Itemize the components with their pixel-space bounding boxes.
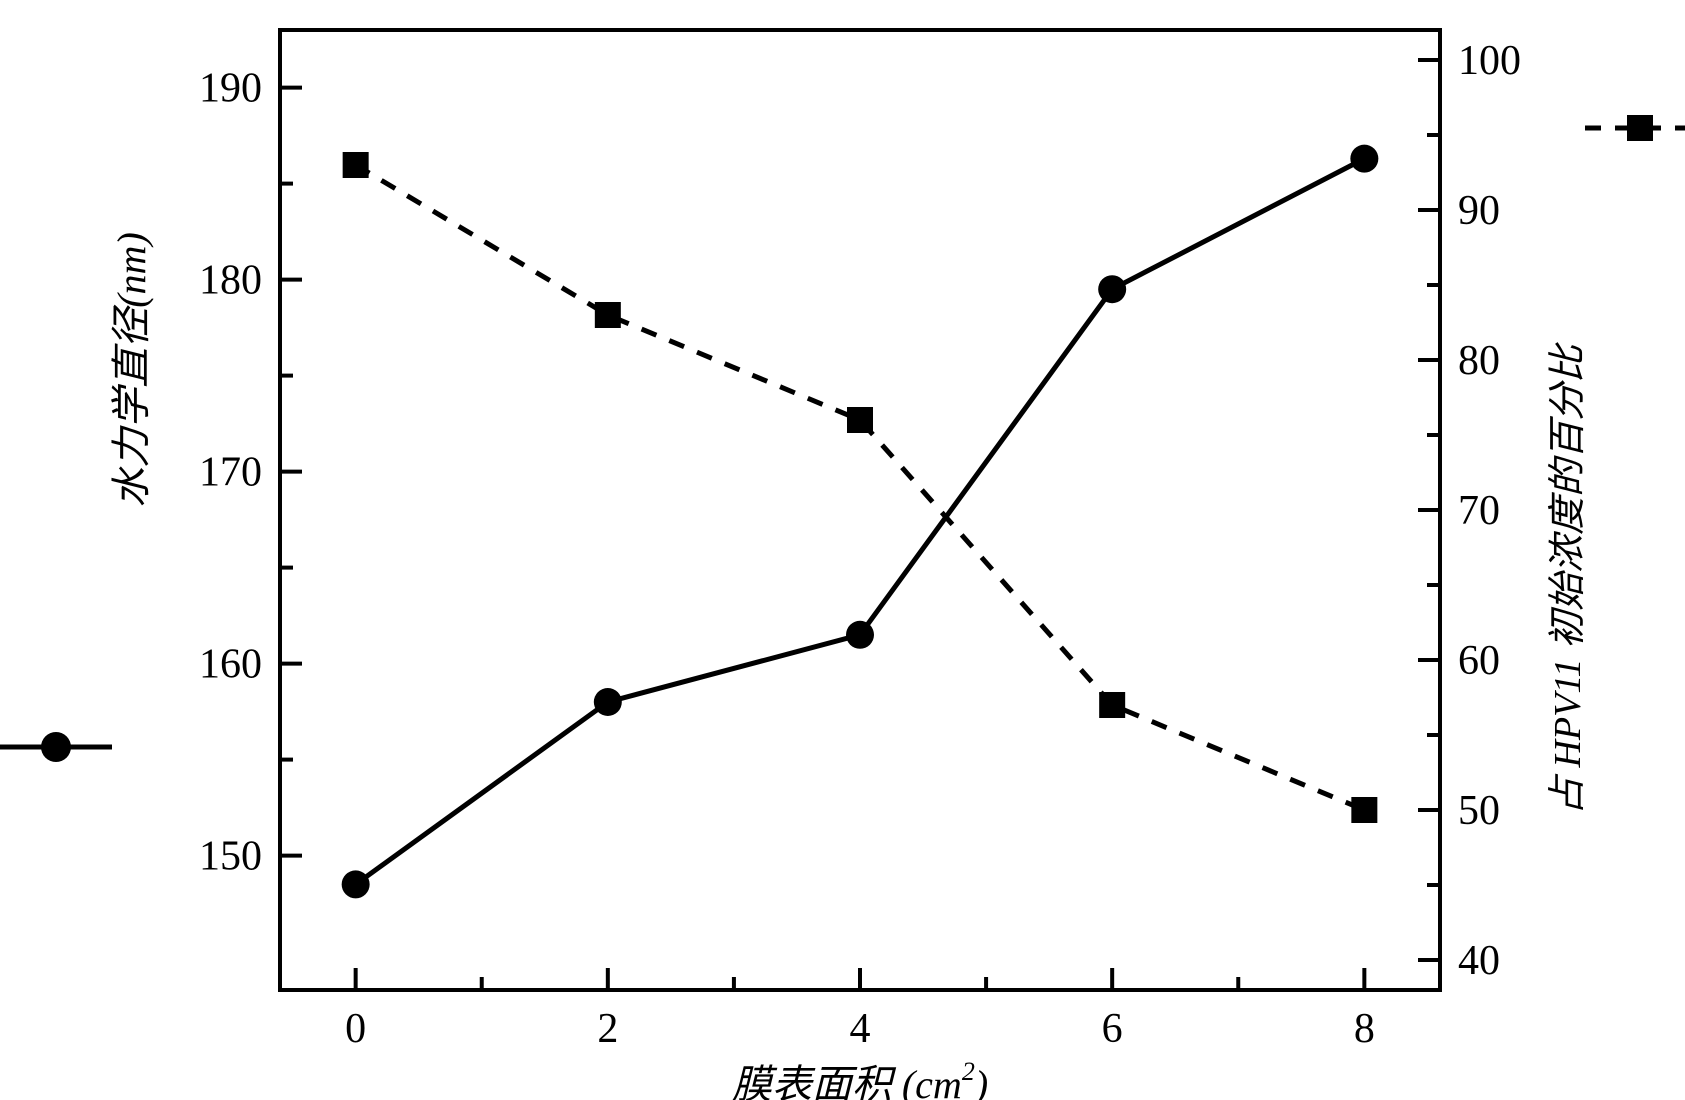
series-line-hydrodynamic-diameter <box>356 159 1365 885</box>
series-line-percent-of-initial-HPV11 <box>356 165 1365 810</box>
yright-tick-label: 70 <box>1458 488 1500 534</box>
series-marker-hydrodynamic-diameter <box>342 870 370 898</box>
yright-tick-label: 50 <box>1458 788 1500 834</box>
x-tick-label: 8 <box>1354 1006 1375 1052</box>
yleft-axis-label: 水力学直径(nm) <box>109 232 154 508</box>
x-axis-label: 膜表面积 (cm2) <box>732 1057 988 1100</box>
yleft-tick-label: 150 <box>199 834 262 880</box>
series-marker-hydrodynamic-diameter <box>594 688 622 716</box>
yright-tick-label: 100 <box>1458 38 1521 84</box>
series-marker-hydrodynamic-diameter <box>1098 275 1126 303</box>
yleft-tick-label: 160 <box>199 642 262 688</box>
series-marker-percent-of-initial-HPV11 <box>595 302 621 328</box>
dual-axis-line-chart: 0 2 4 6 8 150 160 170 180 190 40 50 60 70 80 90 100 膜表面积… <box>0 0 1685 1100</box>
series-marker-percent-of-initial-HPV11 <box>1099 692 1125 718</box>
yright-tick-label: 90 <box>1458 188 1500 234</box>
yleft-tick-label: 180 <box>199 258 262 304</box>
x-tick-label: 2 <box>597 1006 618 1052</box>
plot-frame <box>280 30 1440 990</box>
series-marker-percent-of-initial-HPV11 <box>1351 797 1377 823</box>
legend-left-marker-icon <box>41 732 71 762</box>
series-marker-percent-of-initial-HPV11 <box>343 152 369 178</box>
series-marker-percent-of-initial-HPV11 <box>847 407 873 433</box>
yright-axis-label: 占 HPV11 初始浓度的百分比 <box>1547 342 1589 815</box>
x-tick-label: 0 <box>345 1006 366 1052</box>
yleft-tick-label: 190 <box>199 66 262 112</box>
series-marker-hydrodynamic-diameter <box>1350 145 1378 173</box>
yright-tick-label: 40 <box>1458 938 1500 984</box>
yright-tick-label: 80 <box>1458 338 1500 384</box>
x-tick-label: 4 <box>850 1006 871 1052</box>
yright-tick-label: 60 <box>1458 638 1500 684</box>
yleft-tick-label: 170 <box>199 450 262 496</box>
x-tick-label: 6 <box>1102 1006 1123 1052</box>
legend-right-marker-icon <box>1627 115 1653 141</box>
series-marker-hydrodynamic-diameter <box>846 621 874 649</box>
